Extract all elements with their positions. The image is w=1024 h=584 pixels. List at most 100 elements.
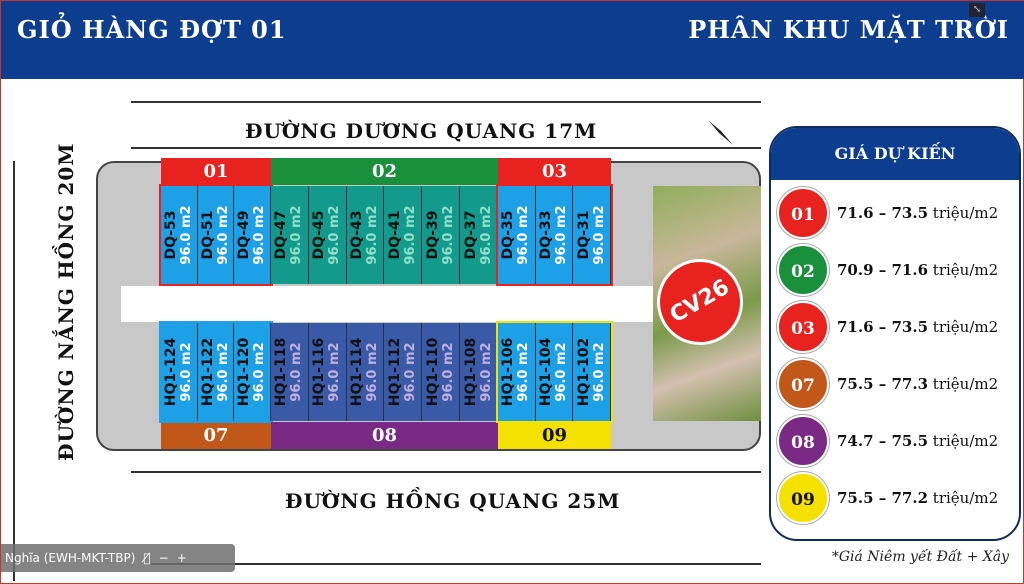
participant-name: Nghĩa (EWH-MKT-TBP) [5, 551, 136, 565]
road-top-label: ĐƯỜNG DƯƠNG QUANG 17M [245, 119, 598, 143]
legend-price: 75.5 – 77.3 triệu/m2 [837, 375, 998, 393]
legend-row-03: 03 71.6 – 73.5 triệu/m2 [777, 300, 998, 354]
lot-area: 96.0 m2 [516, 342, 532, 402]
lot-tile[interactable]: DQ-35 96.0 m2 [498, 186, 536, 284]
lot-tile[interactable]: HQ1-104 96.0 m2 [536, 323, 574, 421]
group-label-01: 01 [161, 158, 271, 185]
road-line [131, 471, 761, 473]
price-range: 71.6 – 73.5 [837, 204, 929, 222]
zoom-in-button[interactable]: + [176, 551, 187, 565]
price-range: 74.7 – 75.5 [837, 432, 929, 450]
price-legend: GIÁ DỰ KIẾN 01 71.6 – 73.5 triệu/m2 02 70.9… [769, 126, 1021, 541]
lot-code: DQ-45 [311, 210, 328, 260]
lot-area: 96.0 m2 [327, 342, 343, 402]
lot-code: HQ1-110 [424, 337, 441, 407]
price-range: 75.5 – 77.2 [837, 489, 929, 507]
lot-area: 96.0 m2 [478, 342, 494, 402]
lot-area: 96.0 m2 [402, 342, 418, 402]
lot-code: DQ-41 [386, 210, 403, 260]
lot-code: HQ1-118 [273, 337, 290, 407]
header-banner: GIỎ HÀNG ĐỢT 01 PHÂN KHU MẶT TRỜI ⤡ [1, 1, 1024, 79]
group-label-03: 03 [498, 158, 611, 185]
legend-dot: 03 [777, 301, 829, 353]
lot-tile[interactable]: HQ1-114 96.0 m2 [347, 323, 385, 421]
price-range: 70.9 – 71.6 [837, 261, 929, 279]
lot-area: 96.0 m2 [591, 205, 607, 265]
lot-tile[interactable]: DQ-51 96.0 m2 [198, 186, 235, 284]
lot-area: 96.0 m2 [178, 205, 194, 265]
road-line [131, 101, 761, 103]
legend-row-09: 09 75.5 – 77.2 triệu/m2 [777, 471, 998, 525]
lot-code: DQ-35 [500, 210, 517, 260]
price-range: 71.6 – 73.5 [837, 318, 929, 336]
lot-area: 96.0 m2 [402, 205, 418, 265]
lot-area: 96.0 m2 [289, 342, 305, 402]
legend-price: 75.5 – 77.2 triệu/m2 [837, 489, 998, 507]
price-unit: triệu/m2 [932, 375, 999, 393]
lot-area: 96.0 m2 [252, 205, 268, 265]
lot-area: 96.0 m2 [327, 205, 343, 265]
lot-tile[interactable]: HQ1-110 96.0 m2 [422, 323, 461, 421]
lot-tile[interactable]: DQ-43 96.0 m2 [347, 186, 385, 284]
lot-code: HQ1-124 [162, 337, 179, 407]
mic-muted-icon[interactable]: 🎙̸ [143, 551, 151, 565]
lot-tile[interactable]: HQ1-108 96.0 m2 [460, 323, 498, 421]
compass-icon [701, 113, 741, 153]
lot-tile[interactable]: HQ1-122 96.0 m2 [198, 323, 235, 421]
lot-code: HQ1-116 [311, 337, 328, 407]
legend-price: 71.6 – 73.5 triệu/m2 [837, 204, 998, 222]
lot-code: HQ1-112 [386, 337, 403, 407]
page-title: GIỎ HÀNG ĐỢT 01 [17, 15, 287, 44]
lot-tile[interactable]: DQ-41 96.0 m2 [384, 186, 423, 284]
legend-dot: 09 [777, 472, 829, 524]
lot-group-07: HQ1-124 96.0 m2 HQ1-122 96.0 m2 HQ1-120 96.0 … [159, 321, 273, 423]
lot-group-09: HQ1-106 96.0 m2 HQ1-104 96.0 m2 HQ1-102 96.0 … [496, 321, 613, 423]
road-line [131, 147, 761, 149]
lot-area: 96.0 m2 [178, 342, 194, 402]
lot-tile[interactable]: HQ1-118 96.0 m2 [271, 323, 309, 421]
lot-tile[interactable]: DQ-33 96.0 m2 [536, 186, 574, 284]
legend-price: 71.6 – 73.5 triệu/m2 [837, 318, 998, 336]
lot-tile[interactable]: HQ1-102 96.0 m2 [573, 323, 612, 421]
legend-dot: 01 [777, 187, 829, 239]
price-note: *Giá Niêm yết Đất + Xây [831, 549, 1009, 565]
legend-title: GIÁ DỰ KIẾN [771, 128, 1019, 180]
lot-area: 96.0 m2 [440, 342, 456, 402]
lot-code: HQ1-102 [575, 337, 592, 407]
lot-tile[interactable]: HQ1-112 96.0 m2 [384, 323, 423, 421]
lot-tile[interactable]: HQ1-120 96.0 m2 [234, 323, 272, 421]
lot-tile[interactable]: DQ-45 96.0 m2 [309, 186, 347, 284]
price-unit: triệu/m2 [932, 432, 999, 450]
lot-area: 96.0 m2 [554, 205, 569, 265]
lot-tile[interactable]: HQ1-106 96.0 m2 [498, 323, 536, 421]
lot-code: DQ-47 [273, 210, 290, 260]
road-line [151, 563, 761, 565]
meeting-participant-overlay[interactable]: Nghĩa (EWH-MKT-TBP) 🎙̸ − + [1, 544, 235, 572]
lot-area: 96.0 m2 [365, 342, 381, 402]
lot-area: 96.0 m2 [289, 205, 305, 265]
legend-price: 70.9 – 71.6 triệu/m2 [837, 261, 998, 279]
lot-tile[interactable]: DQ-37 96.0 m2 [460, 186, 498, 284]
lot-code: HQ1-104 [538, 337, 554, 407]
lot-code: DQ-39 [424, 210, 441, 260]
lot-tile[interactable]: DQ-39 96.0 m2 [422, 186, 461, 284]
lot-code: DQ-51 [199, 210, 216, 260]
lot-tile[interactable]: DQ-49 96.0 m2 [234, 186, 272, 284]
lot-tile[interactable]: DQ-47 96.0 m2 [271, 186, 309, 284]
legend-price: 74.7 – 75.5 triệu/m2 [837, 432, 998, 450]
exit-fullscreen-icon[interactable]: ⤡ [969, 3, 985, 17]
lot-area: 96.0 m2 [478, 205, 494, 265]
lot-group-03: DQ-35 96.0 m2 DQ-33 96.0 m2 DQ-31 96.0 m2 [496, 184, 613, 286]
price-unit: triệu/m2 [932, 261, 999, 279]
price-range: 75.5 – 77.3 [837, 375, 929, 393]
lot-tile[interactable]: DQ-31 96.0 m2 [573, 186, 612, 284]
road-line [13, 161, 15, 581]
road-left-label: ĐƯỜNG NẮNG HỒNG 20M [54, 142, 78, 461]
lot-tile[interactable]: HQ1-116 96.0 m2 [309, 323, 347, 421]
group-label-09: 09 [498, 422, 611, 449]
group-label-08: 08 [271, 422, 498, 449]
lot-tile[interactable]: HQ1-124 96.0 m2 [161, 323, 198, 421]
lot-code: DQ-31 [575, 210, 592, 260]
zoom-out-button[interactable]: − [158, 551, 169, 565]
lot-tile[interactable]: DQ-53 96.0 m2 [161, 186, 198, 284]
